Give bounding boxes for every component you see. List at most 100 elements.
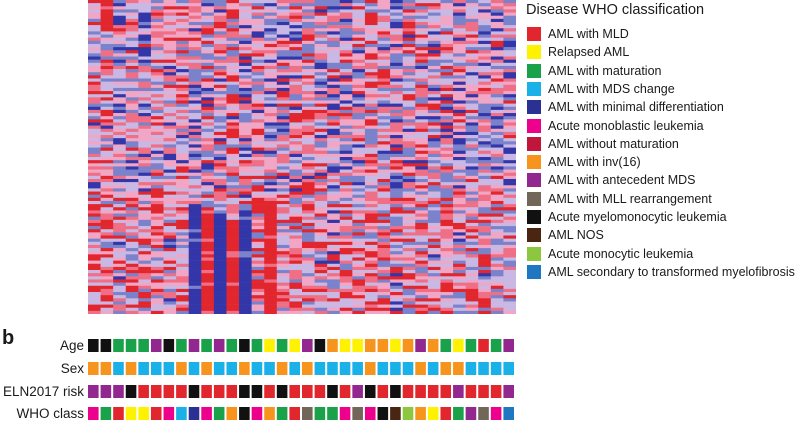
heatmap-cell [163,6,177,10]
heatmap-cell [364,185,378,189]
heatmap-cell [201,175,215,180]
heatmap-cell [402,175,416,180]
heatmap-cell [427,25,441,29]
heatmap-cell [465,59,479,64]
heatmap-cell [453,18,466,23]
heatmap-cell [138,279,152,283]
heatmap-cell [264,307,278,312]
heatmap-cell [138,116,152,120]
track-cell [377,385,389,398]
heatmap-cell [100,138,114,142]
heatmap-cell [465,229,479,233]
heatmap-cell [465,119,479,123]
track-cell [427,339,439,352]
heatmap-cell [113,204,127,208]
heatmap-cell [201,260,215,265]
heatmap-cell [188,100,202,104]
heatmap-cell [213,160,227,164]
heatmap-cell [150,266,164,271]
heatmap-cell [276,47,290,51]
heatmap-cell [465,65,479,70]
heatmap-cell [289,232,303,236]
heatmap-cell [226,241,240,246]
track-cell [163,385,175,398]
heatmap-cell [364,178,378,183]
heatmap-cell [239,232,252,236]
heatmap-cell [415,125,429,130]
heatmap-cell [138,273,152,277]
heatmap-cell [100,135,114,139]
heatmap-cell [327,263,341,268]
heatmap-cell [302,65,315,70]
heatmap-cell [239,169,252,173]
heatmap-cell [352,128,366,133]
heatmap-cell [188,135,202,139]
heatmap-cell [402,116,416,120]
heatmap-cell [453,238,466,243]
track-cell [478,385,489,398]
track-cell [150,407,162,420]
heatmap-cell [113,194,127,199]
heatmap-cell [289,260,303,265]
heatmap-cell [352,34,366,38]
heatmap-cell [377,279,391,283]
heatmap-cell [289,301,303,305]
annotation-track [88,385,516,399]
heatmap-cell [176,169,190,173]
heatmap-cell [100,131,114,136]
heatmap-cell [427,135,441,139]
heatmap-cell [264,163,278,167]
heatmap-cell [113,40,127,45]
heatmap-cell [339,273,353,277]
heatmap-cell [490,150,504,155]
heatmap-cell [163,25,177,29]
heatmap-cell [390,257,404,261]
track-cell [377,339,389,352]
heatmap-cell [88,103,101,108]
heatmap-cell [289,128,303,133]
track-cell [390,407,401,420]
heatmap-cell [88,254,101,258]
heatmap-cell [327,285,341,290]
heatmap-cell [490,40,504,45]
heatmap-cell [239,166,252,170]
heatmap-cell [150,106,164,111]
heatmap-cell [314,200,328,205]
heatmap-cell [503,147,516,152]
track-cell [314,339,326,352]
heatmap-cell [138,97,152,101]
heatmap-cell [100,175,114,180]
heatmap-cell [163,244,177,249]
heatmap-cell [150,72,164,76]
heatmap-cell [264,47,278,51]
heatmap-cell [88,235,101,239]
heatmap-cell [302,219,315,224]
heatmap-cell [314,248,328,252]
heatmap-cell [88,15,101,20]
heatmap-cell [138,210,152,214]
heatmap-cell [289,97,303,101]
heatmap-cell [339,47,353,51]
heatmap-cell [125,219,139,224]
heatmap-cell [339,103,353,108]
heatmap-cell [176,62,190,67]
heatmap-cell [163,270,177,274]
track-cell [125,339,137,352]
heatmap-cell [264,81,278,86]
heatmap-cell [352,194,366,199]
heatmap-cell [201,288,215,293]
heatmap-cell [478,279,492,283]
heatmap-cell [490,288,504,293]
heatmap-cell [163,3,177,7]
heatmap-cell [415,37,429,42]
heatmap-cell [201,18,215,23]
heatmap-cell [188,12,202,16]
heatmap-cell [302,204,315,208]
heatmap-cell [465,6,479,10]
heatmap-cell [440,238,454,243]
track-cell [188,407,200,420]
heatmap-cell [427,56,441,60]
heatmap-cell [289,169,303,173]
heatmap-cell [364,285,378,290]
heatmap-cell [402,213,416,217]
